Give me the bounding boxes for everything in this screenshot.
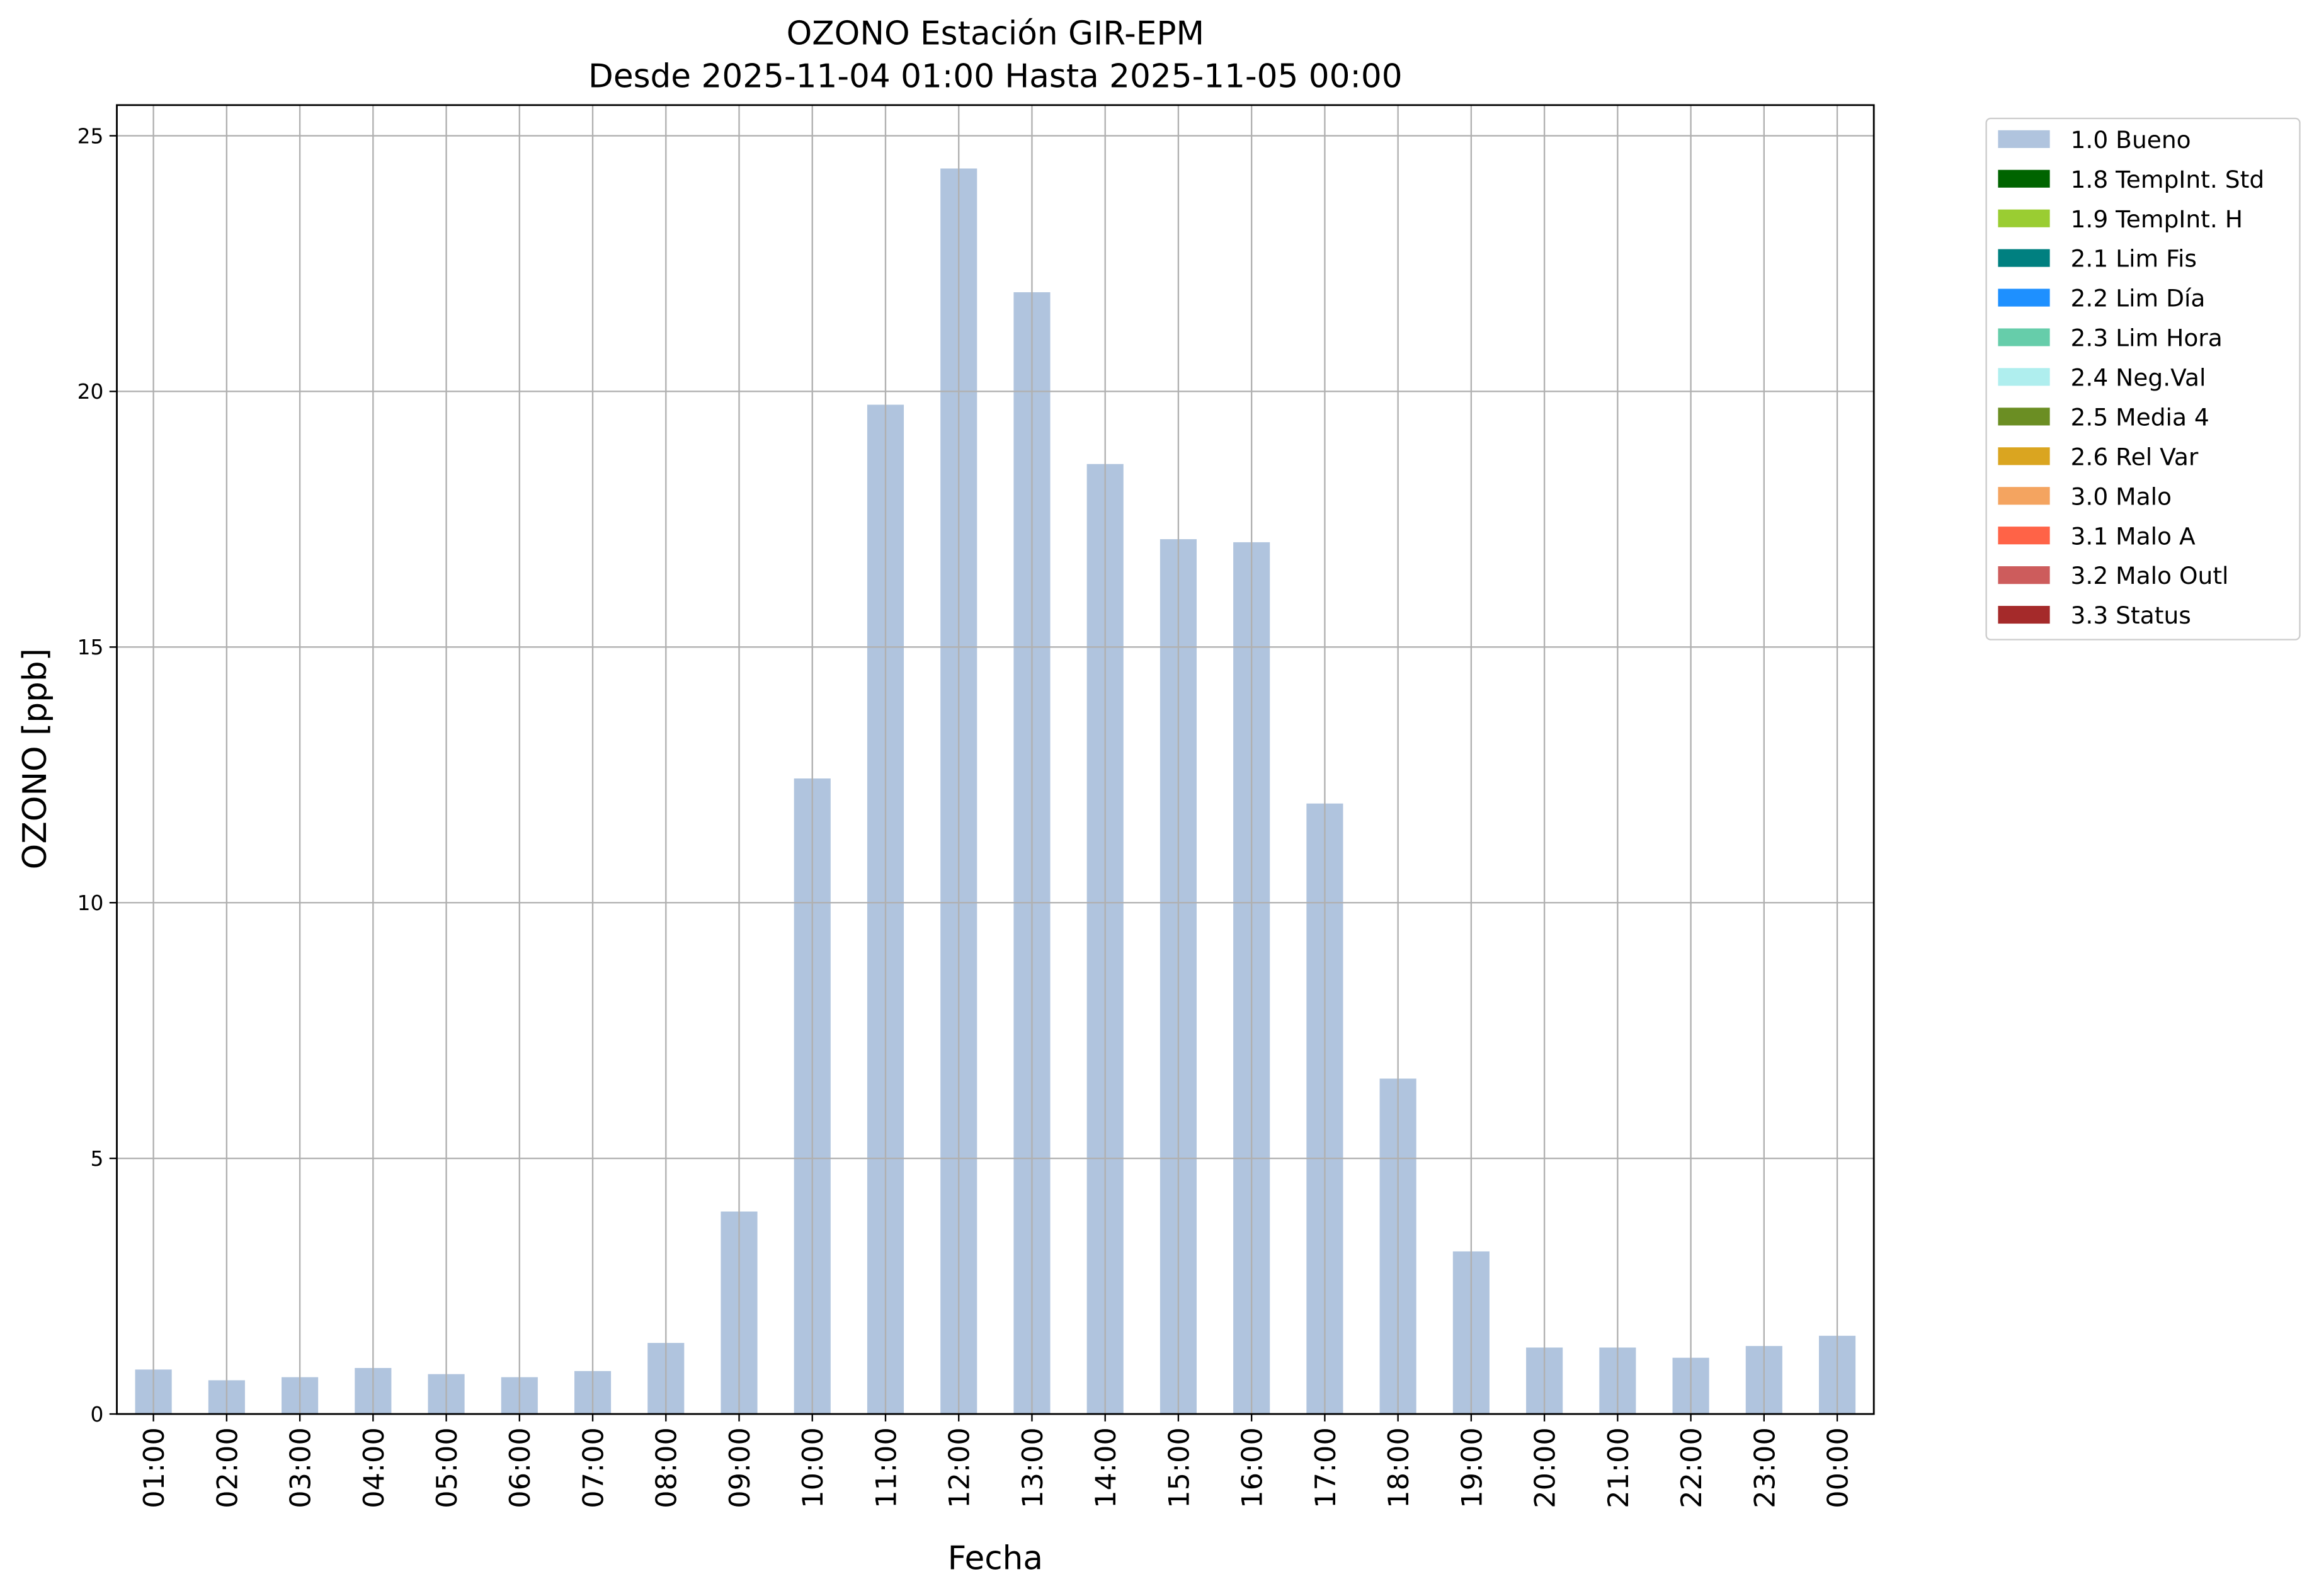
legend-swatch	[1998, 566, 2050, 584]
legend-label: 2.6 Rel Var	[2071, 443, 2199, 470]
legend-swatch	[1998, 249, 2050, 267]
legend-swatch	[1998, 209, 2050, 227]
legend-box	[1985, 117, 2301, 641]
x-tick-label: 08:00	[651, 1427, 683, 1508]
x-tick-label: 04:00	[358, 1427, 390, 1508]
x-tick-label: 17:00	[1309, 1427, 1342, 1508]
x-tick-label: 12:00	[943, 1427, 976, 1508]
legend-swatch	[1998, 408, 2050, 426]
legend-label: 2.3 Lim Hora	[2071, 324, 2223, 352]
legend-swatch	[1998, 368, 2050, 386]
legend-label: 2.1 Lim Fis	[2071, 245, 2197, 273]
x-tick-label: 13:00	[1017, 1427, 1049, 1508]
x-tick-label: 11:00	[870, 1427, 903, 1508]
legend-swatch	[1998, 169, 2050, 188]
x-tick-label: 21:00	[1602, 1427, 1635, 1508]
legend-label: 2.2 Lim Día	[2071, 285, 2206, 312]
x-tick-label: 03:00	[285, 1427, 317, 1508]
x-tick-label: 23:00	[1748, 1427, 1781, 1508]
legend-label: 2.5 Media 4	[2071, 403, 2209, 431]
x-tick-label: 07:00	[577, 1427, 610, 1508]
legend-label: 3.3 Status	[2071, 601, 2191, 629]
x-axis-label: Fecha	[948, 1540, 1043, 1578]
plot-frame	[116, 104, 1875, 1415]
x-tick-label: 09:00	[724, 1427, 756, 1508]
legend-label: 2.4 Neg.Val	[2071, 364, 2206, 392]
y-tick-label: 15	[77, 635, 104, 659]
x-tick-label: 00:00	[1822, 1427, 1855, 1508]
x-tick-label: 20:00	[1529, 1427, 1562, 1508]
x-tick-label: 01:00	[138, 1427, 171, 1508]
y-tick-label: 5	[90, 1146, 103, 1171]
legend-label: 1.8 TempInt. Std	[2071, 166, 2265, 193]
x-tick-label: 02:00	[211, 1427, 244, 1508]
legend-label: 3.0 Malo	[2071, 482, 2172, 510]
x-tick-label: 19:00	[1456, 1427, 1488, 1508]
legend-label: 1.9 TempInt. H	[2071, 205, 2243, 233]
legend-swatch	[1998, 487, 2050, 505]
x-tick-label: 16:00	[1236, 1427, 1269, 1508]
legend-swatch	[1998, 527, 2050, 545]
y-tick-label: 25	[77, 123, 104, 148]
x-tick-label: 15:00	[1163, 1427, 1195, 1508]
chart-subtitle: Desde 2025-11-04 01:00 Hasta 2025-11-05 …	[588, 58, 1403, 96]
legend-swatch	[1998, 328, 2050, 346]
x-tick-label: 22:00	[1675, 1427, 1708, 1508]
legend-label: 3.2 Malo Outl	[2071, 562, 2229, 590]
legend-swatch	[1998, 130, 2050, 148]
y-axis-label: OZONO [ppb]	[16, 648, 54, 869]
x-tick-label: 10:00	[797, 1427, 829, 1508]
x-tick-label: 05:00	[431, 1427, 464, 1508]
x-tick-label: 06:00	[504, 1427, 537, 1508]
x-tick-label: 14:00	[1090, 1427, 1122, 1508]
legend-label: 1.0 Bueno	[2071, 126, 2191, 154]
legend-swatch	[1998, 288, 2050, 307]
legend-swatch	[1998, 447, 2050, 465]
x-tick-label: 18:00	[1382, 1427, 1415, 1508]
y-tick-label: 20	[77, 379, 104, 404]
legend-label: 3.1 Malo A	[2071, 522, 2196, 550]
y-tick-label: 10	[77, 891, 104, 915]
chart-title: OZONO Estación GIR-EPM	[787, 15, 1204, 53]
legend-swatch	[1998, 605, 2050, 624]
y-tick-label: 0	[90, 1402, 103, 1427]
